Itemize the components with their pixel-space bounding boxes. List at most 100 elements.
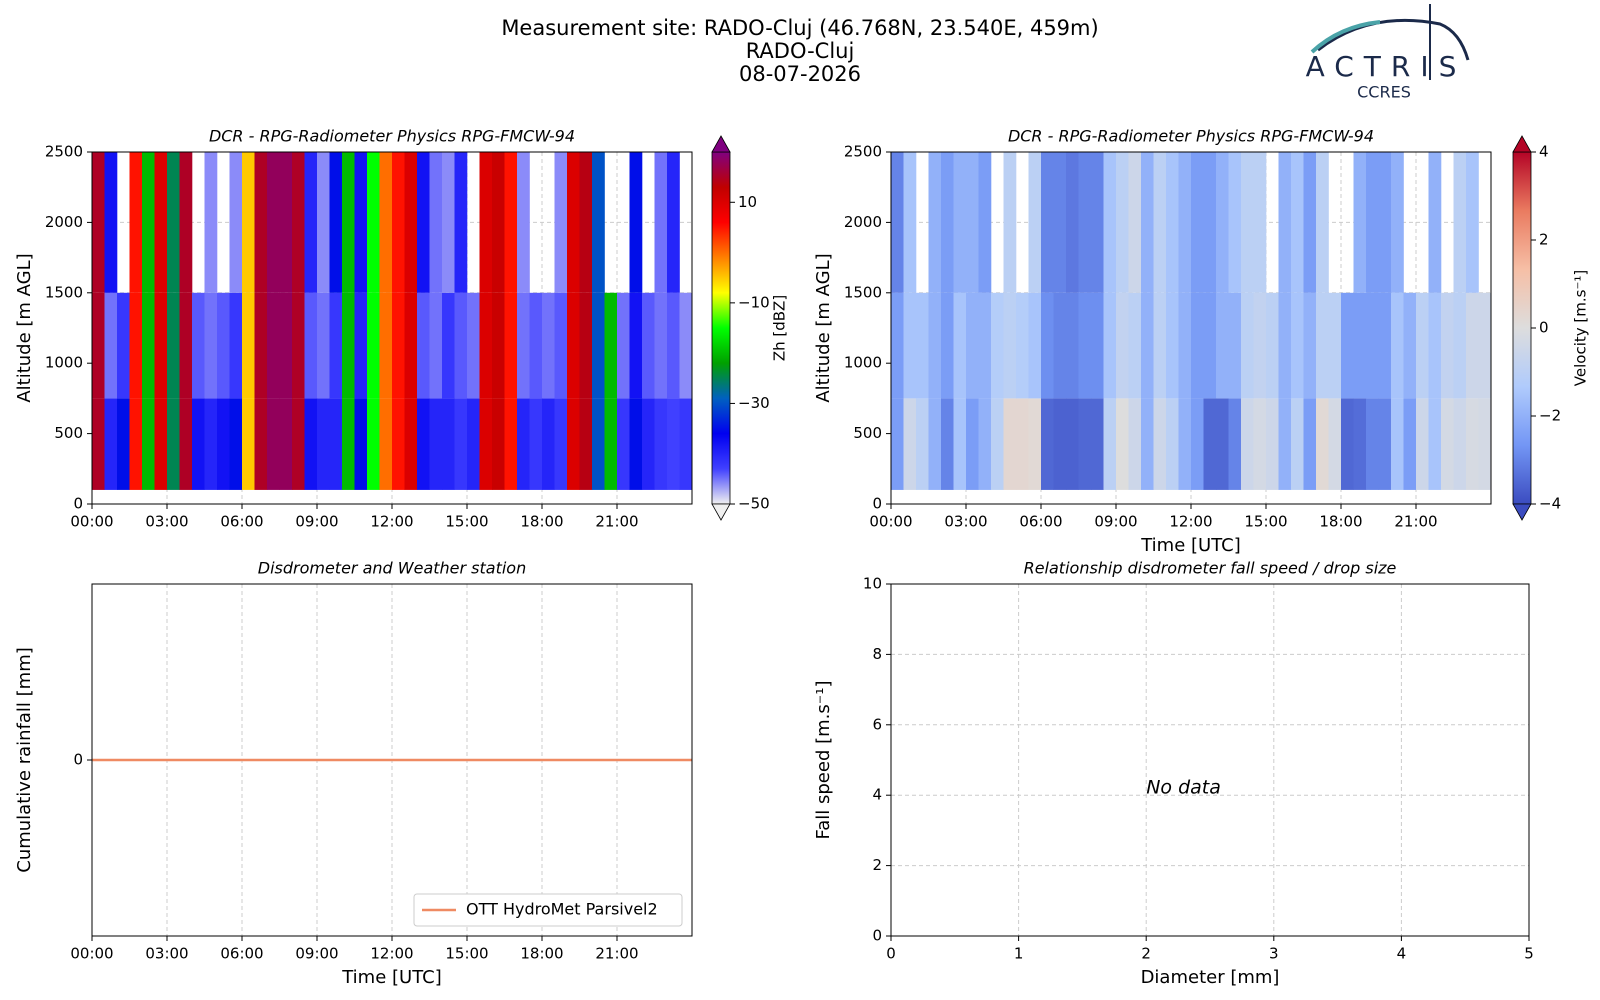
heatmap-cell — [392, 398, 405, 490]
heatmap-cell — [629, 292, 643, 399]
heatmap-cell — [679, 292, 693, 399]
x-axis-label: Time [UTC] — [341, 967, 442, 988]
heatmap-cell — [392, 292, 405, 399]
heatmap-cell — [292, 152, 305, 293]
panel: 00:00 03:00 06:00 09:00 12:00 15:00 18:00 21:00… — [813, 127, 1590, 557]
heatmap-cell — [404, 152, 418, 293]
heatmap-cell — [1291, 398, 1304, 490]
heatmap-cell — [579, 152, 593, 293]
heatmap-cell — [529, 398, 543, 490]
heatmap-cell — [129, 292, 143, 399]
heatmap-cell — [454, 398, 468, 490]
heatmap-cell — [654, 152, 668, 293]
heatmap-cell — [167, 398, 180, 490]
x-tick-label: 06:00 — [220, 513, 263, 531]
heatmap-cell — [92, 398, 105, 490]
y-tick-label: 1500 — [45, 283, 83, 301]
heatmap-cell — [429, 398, 443, 490]
heatmap-cell — [242, 398, 255, 490]
heatmap-cell — [517, 292, 530, 399]
heatmap-cell — [554, 292, 568, 399]
x-tick-label: 09:00 — [295, 945, 338, 963]
heatmap-cell — [1078, 398, 1092, 490]
heatmap-cell — [429, 152, 443, 293]
heatmap-cell — [604, 292, 618, 399]
heatmap-cell — [1153, 292, 1167, 399]
heatmap-cell — [1028, 292, 1042, 399]
x-tick-label: 2 — [1141, 945, 1151, 963]
heatmap-cell — [567, 152, 580, 293]
heatmap-cell — [129, 152, 143, 293]
heatmap-cell — [417, 292, 430, 399]
logo: ACTRIS CCRES — [1306, 4, 1470, 102]
heatmap-cell — [1116, 152, 1129, 293]
heatmap-cell — [242, 152, 255, 293]
heatmap-cell — [129, 398, 143, 490]
heatmap-cell — [966, 292, 979, 399]
heatmap-cell — [1228, 292, 1242, 399]
heatmap-cell — [928, 292, 942, 399]
heatmap-cell — [629, 398, 643, 490]
heatmap-cell — [1328, 398, 1342, 490]
heatmap-cell — [1453, 292, 1467, 399]
heatmap-cell — [1003, 152, 1017, 293]
x-tick-label: 03:00 — [145, 945, 188, 963]
heatmap-cell — [1253, 398, 1267, 490]
heatmap-cell — [554, 398, 568, 490]
suptitle: Measurement site: RADO-Cluj (46.768N, 23… — [501, 16, 1098, 40]
heatmap-cell — [1166, 398, 1179, 490]
heatmap-cell — [1366, 292, 1379, 399]
heatmap-cell — [467, 292, 480, 399]
heatmap-cell — [629, 152, 643, 293]
heatmap-cell — [179, 292, 193, 399]
heatmap-cell — [442, 292, 455, 399]
heatmap-cell — [279, 152, 293, 293]
axes-frame — [890, 151, 1492, 505]
heatmap-cell — [92, 292, 105, 399]
heatmap-cell — [891, 292, 904, 399]
heatmap-cell — [104, 398, 118, 490]
heatmap-cell — [1003, 398, 1017, 490]
heatmap-cell — [1428, 152, 1442, 293]
heatmap-cell — [1241, 152, 1254, 293]
heatmap-cell — [1403, 292, 1417, 399]
heatmap-cell — [1166, 292, 1179, 399]
heatmap-cell — [1103, 292, 1117, 399]
heatmap-cell — [254, 292, 268, 399]
heatmap-cell — [1366, 398, 1379, 490]
heatmap-cell — [1391, 398, 1404, 490]
heatmap-cell — [941, 292, 954, 399]
heatmap-cell — [1203, 152, 1217, 293]
heatmap-cell — [1428, 292, 1442, 399]
heatmap-cell — [292, 398, 305, 490]
colorbar-extend — [1512, 135, 1532, 153]
heatmap-cell — [928, 398, 942, 490]
heatmap-cell — [1241, 292, 1254, 399]
heatmap-cell — [1128, 292, 1142, 399]
x-tick-label: 03:00 — [145, 513, 188, 531]
colorbar-tick-label: −4 — [1539, 495, 1561, 513]
heatmap-cell — [1116, 398, 1129, 490]
chart-title: DCR - RPG-Radiometer Physics RPG-FMCW-94 — [1008, 127, 1374, 146]
heatmap-cell — [504, 292, 518, 399]
colorbar — [711, 151, 731, 505]
heatmap-cell — [916, 292, 929, 399]
heatmap-cell — [654, 398, 668, 490]
heatmap-cell — [1066, 398, 1079, 490]
heatmap-cell — [229, 152, 243, 293]
legend-label: OTT HydroMet Parsivel2 — [466, 900, 658, 919]
heatmap-cell — [1428, 398, 1442, 490]
heatmap-cell — [317, 398, 330, 490]
heatmap-cell — [1003, 292, 1017, 399]
heatmap-cell — [542, 292, 555, 399]
heatmap-cell — [492, 152, 505, 293]
heatmap-cell — [928, 152, 942, 293]
heatmap-cell — [567, 292, 580, 399]
heatmap-cell — [317, 292, 330, 399]
heatmap-cell — [504, 398, 518, 490]
y-tick-label: 0 — [872, 927, 882, 945]
heatmap-cell — [903, 152, 917, 293]
heatmap-cell — [204, 152, 218, 293]
panel: 00:00 03:00 06:00 09:00 12:00 15:00 18:00 21:00… — [14, 559, 693, 988]
heatmap-cell — [392, 152, 405, 293]
